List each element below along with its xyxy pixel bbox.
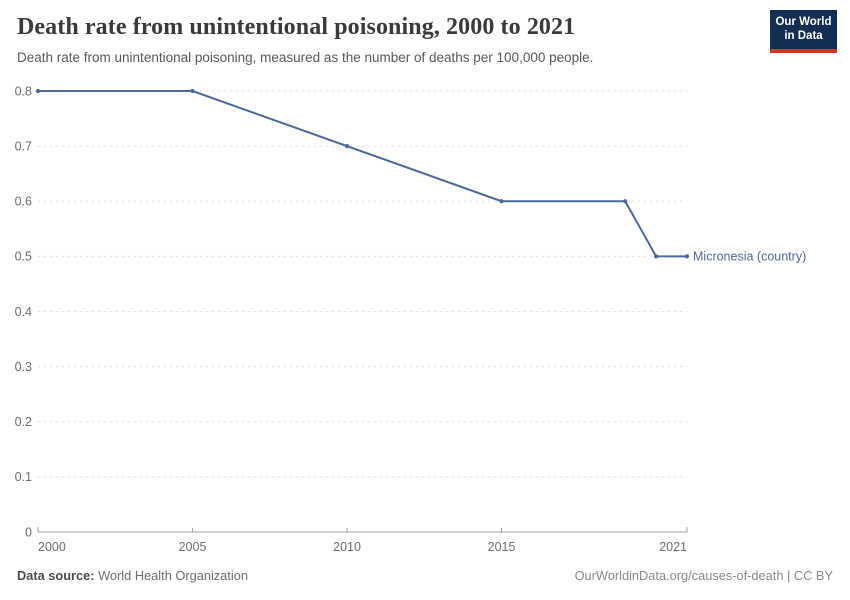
x-tick-label: 2010	[333, 540, 361, 554]
data-point[interactable]	[684, 254, 690, 259]
chart-subtitle: Death rate from unintentional poisoning,…	[17, 50, 594, 65]
y-tick-label: 0.7	[15, 139, 32, 153]
data-point[interactable]	[344, 144, 350, 149]
x-tick-label: 2005	[179, 540, 207, 554]
x-tick-label: 2021	[659, 540, 687, 554]
y-tick-label: 0.5	[15, 250, 32, 264]
owid-logo-stripe	[770, 49, 837, 53]
data-source: Data source: World Health Organization	[17, 568, 248, 583]
data-source-label: Data source:	[17, 568, 95, 583]
x-tick-label: 2015	[488, 540, 516, 554]
y-tick-label: 0.4	[15, 305, 32, 319]
series-line[interactable]	[37, 90, 688, 258]
chart-title: Death rate from unintentional poisoning,…	[17, 14, 576, 40]
y-tick-label: 0.1	[15, 470, 32, 484]
chart-footer: Data source: World Health Organization O…	[17, 568, 833, 583]
y-tick-label: 0.3	[15, 360, 32, 374]
y-tick-label: 0	[25, 525, 32, 539]
data-point[interactable]	[623, 199, 628, 204]
y-tick-label: 0.6	[15, 195, 32, 209]
data-point[interactable]	[653, 254, 659, 259]
data-source-value: World Health Organization	[94, 568, 248, 583]
x-tick-label: 2000	[38, 540, 66, 554]
owid-logo[interactable]: Our World in Data	[770, 10, 837, 53]
footer-link[interactable]: OurWorldinData.org/causes-of-death | CC …	[574, 568, 833, 583]
y-tick-label: 0.2	[15, 415, 32, 429]
y-tick-label: 0.8	[15, 84, 32, 98]
data-point[interactable]	[190, 88, 195, 94]
data-point[interactable]	[35, 88, 41, 94]
series-label[interactable]: Micronesia (country)	[693, 250, 806, 264]
owid-logo-text: Our World in Data	[770, 10, 837, 49]
data-point[interactable]	[499, 199, 504, 204]
